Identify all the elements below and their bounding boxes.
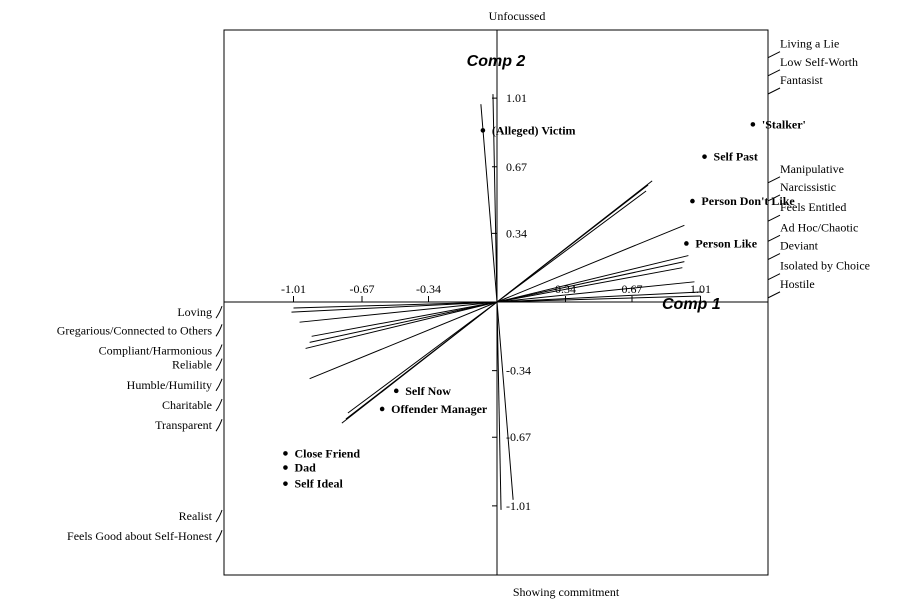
x-tick-label: 1.01: [690, 282, 711, 296]
right-construct-label: Fantasist: [780, 73, 823, 87]
right-construct-label: Ad Hoc/Chaotic: [780, 220, 858, 234]
right-construct-tick: [767, 87, 781, 95]
y-tick-label: -0.67: [506, 430, 531, 444]
element-point: [283, 465, 288, 470]
construct-vector-opposite: [291, 301, 498, 313]
construct-vector-opposite: [299, 301, 498, 323]
right-construct-label: Isolated by Choice: [780, 259, 870, 273]
x-tick-label: -0.34: [416, 282, 441, 296]
left-construct-label: Realist: [179, 509, 213, 523]
left-construct-tick: [215, 398, 223, 412]
left-construct-label: Humble/Humility: [127, 378, 212, 392]
right-construct-label: Hostile: [780, 277, 815, 291]
y-tick-label: -0.34: [506, 364, 531, 378]
x-axis-title: Comp 1: [662, 296, 721, 313]
y-tick-label: 0.67: [506, 160, 527, 174]
left-construct-tick: [215, 344, 223, 357]
element-point: [480, 128, 486, 133]
construct-vector-opposite: [305, 301, 498, 349]
element-label: Dad: [294, 461, 316, 475]
x-tick-label: 0.67: [621, 282, 642, 296]
element-point: [750, 122, 756, 127]
construct-vector: [496, 190, 647, 303]
right-construct-tick: [767, 273, 781, 281]
right-construct-tick: [767, 253, 781, 260]
right-construct-label: Low Self-Worth: [780, 55, 858, 69]
right-construct-label: Narcissistic: [780, 180, 836, 194]
element-label: Person Like: [695, 236, 757, 250]
construct-vector: [496, 184, 649, 303]
element-label: 'Stalker': [762, 117, 806, 131]
left-construct-tick: [215, 509, 223, 523]
element-point: [379, 406, 385, 412]
x-tick-label: 0.34: [555, 282, 576, 296]
left-construct-label: Loving: [177, 305, 212, 319]
y-tick-label: 0.34: [506, 226, 527, 240]
construct-vector: [496, 261, 685, 303]
construct-vector: [492, 94, 498, 303]
construct-vector: [496, 255, 689, 303]
element-point: [283, 481, 288, 486]
element-point: [702, 154, 707, 159]
construct-vector-opposite: [309, 301, 498, 343]
left-construct-label: Feels Good about Self-Honest: [67, 529, 213, 543]
right-construct-label: Manipulative: [780, 162, 844, 176]
construct-vector: [496, 281, 695, 303]
construct-vector: [496, 267, 683, 303]
right-construct-tick: [767, 194, 781, 202]
construct-vector: [496, 301, 514, 500]
construct-vector-opposite: [496, 301, 502, 510]
element-label: Person Don't Like: [701, 194, 795, 208]
left-construct-label: Gregarious/Connected to Others: [57, 323, 213, 337]
bottom-pole-label: Showing commitment: [513, 585, 620, 599]
right-construct-tick: [767, 69, 781, 77]
construct-vector: [496, 224, 685, 303]
x-tick-label: -0.67: [350, 282, 375, 296]
element-point: [690, 198, 695, 204]
element-label: Self Ideal: [294, 477, 343, 491]
left-construct-label: Reliable: [172, 358, 212, 372]
left-construct-label: Compliant/Harmonious: [99, 343, 213, 357]
element-label: Self Past: [714, 150, 758, 164]
element-label: (Alleged) Victim: [492, 123, 576, 137]
construct-vector-opposite: [480, 104, 498, 303]
right-construct-label: Living a Lie: [780, 37, 839, 51]
left-construct-tick: [215, 358, 223, 371]
left-construct-tick: [215, 378, 223, 392]
left-construct-tick: [215, 419, 223, 432]
element-label: Self Now: [405, 384, 451, 398]
element-label: Close Friend: [294, 446, 360, 460]
right-construct-tick: [767, 214, 781, 222]
right-construct-tick: [767, 51, 781, 59]
y-axis-title: Comp 2: [467, 53, 526, 70]
element-point: [393, 388, 399, 394]
construct-vector: [496, 295, 701, 303]
element-point: [283, 451, 288, 456]
x-tick-label: -1.01: [281, 282, 306, 296]
element-label: Offender Manager: [391, 402, 488, 416]
construct-vector-opposite: [311, 301, 498, 337]
left-construct-label: Transparent: [155, 418, 213, 432]
left-construct-tick: [215, 530, 223, 543]
left-construct-tick: [215, 324, 223, 337]
right-construct-tick: [767, 176, 781, 184]
right-construct-tick: [767, 291, 781, 299]
construct-vector-opposite: [345, 301, 498, 420]
right-construct-label: Deviant: [780, 239, 819, 253]
construct-vector-opposite: [309, 301, 498, 380]
y-tick-label: -1.01: [506, 499, 531, 513]
construct-vector: [496, 291, 703, 303]
left-construct-label: Charitable: [162, 398, 212, 412]
right-construct-tick: [767, 234, 781, 242]
top-pole-label: Unfocussed: [489, 9, 546, 23]
y-tick-label: 1.01: [506, 91, 527, 105]
left-construct-tick: [215, 305, 223, 319]
right-construct-label: Feels Entitled: [780, 200, 846, 214]
element-point: [684, 241, 689, 246]
construct-vector-opposite: [347, 301, 498, 414]
construct-vector-opposite: [293, 301, 498, 309]
